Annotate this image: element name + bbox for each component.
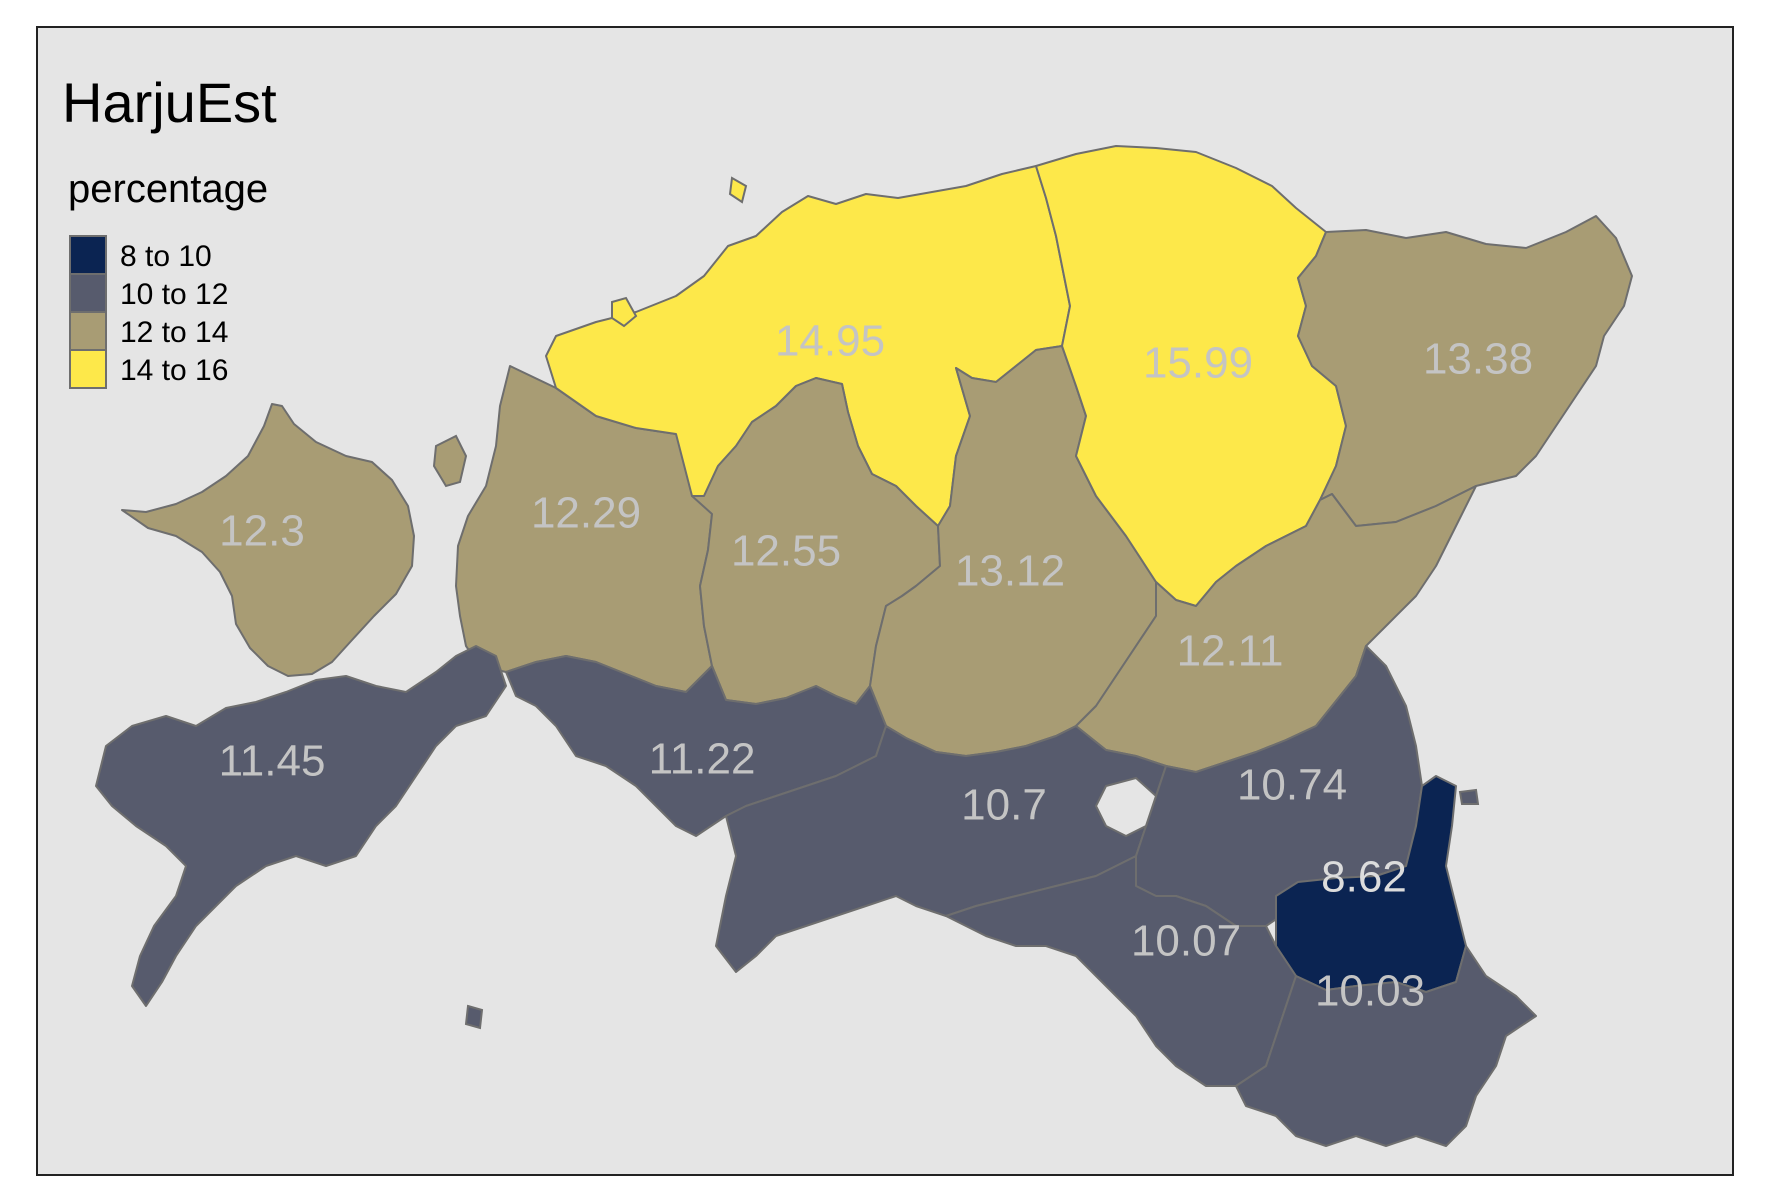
label-r15: 10.03 [1315,967,1425,1016]
islet-3 [432,434,468,488]
legend-label-0: 8 to 10 [120,240,212,273]
label-r4: 12.55 [731,527,841,576]
islet-5 [1458,788,1480,805]
label-r7: 13.38 [1423,335,1533,384]
label-r3: 14.95 [775,317,885,366]
islet-2 [611,296,638,328]
label-r6: 15.99 [1143,339,1253,388]
legend: percentage 8 to 10 10 to 12 12 to 14 14 … [68,167,268,389]
label-r2: 12.29 [531,489,641,538]
label-r5: 13.12 [955,547,1065,596]
small-islands [432,176,1480,1030]
islet-4 [464,1004,484,1030]
label-r1: 12.3 [219,507,305,556]
region-labels: 12.3 12.29 14.95 12.55 13.12 15.99 13.38… [219,317,1533,1016]
label-r11: 10.7 [961,781,1047,830]
region-r9 [95,645,507,1007]
region-r15 [1235,945,1537,1147]
label-r10: 11.22 [649,735,756,784]
legend-label-2: 12 to 14 [120,316,228,349]
label-r13: 8.62 [1321,853,1407,902]
label-r12: 10.74 [1237,761,1347,810]
region-r7 [1297,215,1633,527]
map-title: HarjuEst [62,71,277,134]
regions [95,145,1633,1147]
legend-swatch-0 [69,235,107,275]
legend-swatch-3 [69,349,107,389]
label-r8: 12.11 [1177,627,1284,676]
legend-swatch-2 [69,311,107,351]
label-r9: 11.45 [219,737,326,786]
legend-title: percentage [68,167,268,211]
legend-swatch-1 [69,273,107,313]
map-panel: 12.3 12.29 14.95 12.55 13.12 15.99 13.38… [36,26,1734,1176]
lake-1 [1094,776,1158,838]
legend-label-3: 14 to 16 [120,354,228,387]
islet-1 [728,176,748,204]
legend-label-1: 10 to 12 [120,278,228,311]
label-r14: 10.07 [1131,917,1241,966]
map-canvas: 12.3 12.29 14.95 12.55 13.12 15.99 13.38… [36,26,1734,1176]
region-r1 [121,403,415,677]
